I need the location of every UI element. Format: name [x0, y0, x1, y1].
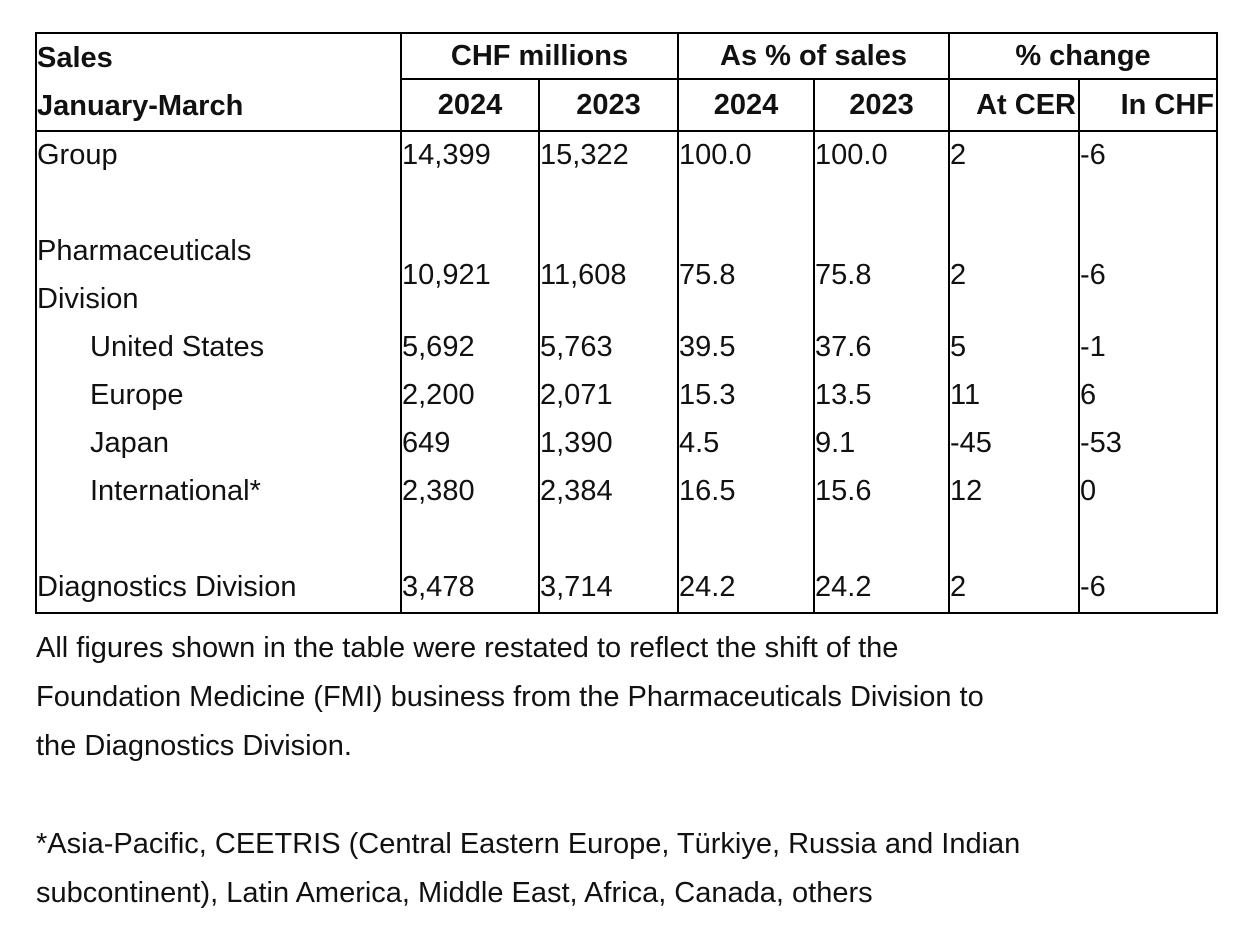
row-label: Pharmaceuticals Division: [35, 227, 401, 323]
header-chf-2023: 2023: [538, 79, 678, 132]
spacer-row: [35, 515, 1217, 563]
cell-change-chf: -53: [1078, 419, 1217, 467]
cell-chf-2024: 2,200: [400, 371, 539, 419]
table-title-line1: Sales: [37, 42, 113, 74]
cell-chf-2023: 5,763: [538, 323, 678, 371]
cell-chf-2023: 15,322: [538, 131, 678, 179]
header-group-row: Sales January-March CHF millions As % of…: [35, 33, 1217, 132]
cell-change-chf: 0: [1078, 467, 1217, 515]
cell-pct-2024: 75.8: [677, 227, 814, 323]
cell-change-chf: 6: [1078, 371, 1217, 419]
cell-change-cer: 2: [948, 227, 1079, 323]
table-row-europe: Europe 2,200 2,071 15.3 13.5 11 6: [35, 371, 1217, 419]
row-label: Diagnostics Division: [35, 563, 401, 613]
table-row-japan: Japan 649 1,390 4.5 9.1 -45 -53: [35, 419, 1217, 467]
note-restatement-line3: the Diagnostics Division.: [36, 730, 352, 762]
row-label: International*: [35, 467, 401, 515]
row-label-line2: Division: [37, 283, 139, 315]
cell-chf-2023: 1,390: [538, 419, 678, 467]
table-row-united-states: United States 5,692 5,763 39.5 37.6 5 -1: [35, 323, 1217, 371]
cell-pct-2023: 75.8: [813, 227, 949, 323]
cell-change-chf: -1: [1078, 323, 1217, 371]
cell-pct-2023: 15.6: [813, 467, 949, 515]
cell-change-cer: 5: [948, 323, 1079, 371]
row-label: Japan: [35, 419, 401, 467]
note-restatement-line2: Foundation Medicine (FMI) business from …: [36, 681, 984, 713]
spacer-row: [35, 179, 1217, 227]
header-in-chf: In CHF: [1078, 79, 1217, 132]
note-restatement-line1: All figures shown in the table were rest…: [36, 632, 899, 664]
cell-change-cer: 12: [948, 467, 1079, 515]
cell-pct-2023: 100.0: [813, 131, 949, 179]
cell-chf-2024: 5,692: [400, 323, 539, 371]
note-international-line1: *Asia-Pacific, CEETRIS (Central Eastern …: [36, 828, 1021, 860]
cell-chf-2023: 2,384: [538, 467, 678, 515]
footnotes: All figures shown in the table were rest…: [36, 624, 1240, 918]
cell-pct-2024: 24.2: [677, 563, 814, 613]
cell-pct-2023: 9.1: [813, 419, 949, 467]
header-chf-2024: 2024: [400, 79, 539, 132]
cell-change-cer: -45: [948, 419, 1079, 467]
sales-table: Sales January-March CHF millions As % of…: [35, 32, 1218, 614]
table-title-cell: Sales January-March: [35, 33, 401, 132]
row-label: Group: [35, 131, 401, 179]
header-pct-2024: 2024: [677, 79, 814, 132]
cell-pct-2024: 100.0: [677, 131, 814, 179]
cell-chf-2024: 649: [400, 419, 539, 467]
cell-chf-2023: 3,714: [538, 563, 678, 613]
cell-pct-2024: 15.3: [677, 371, 814, 419]
cell-pct-2024: 16.5: [677, 467, 814, 515]
header-group-as-pct-of-sales: As % of sales: [677, 33, 949, 81]
cell-chf-2024: 3,478: [400, 563, 539, 613]
table-title-line2: January-March: [37, 90, 244, 122]
cell-chf-2024: 14,399: [400, 131, 539, 179]
cell-chf-2023: 11,608: [538, 227, 678, 323]
header-group-chf-millions: CHF millions: [400, 33, 678, 81]
row-label: Europe: [35, 371, 401, 419]
cell-chf-2023: 2,071: [538, 371, 678, 419]
table-row-international: International* 2,380 2,384 16.5 15.6 12 …: [35, 467, 1217, 515]
cell-change-chf: -6: [1078, 563, 1217, 613]
note-international-definition: *Asia-Pacific, CEETRIS (Central Eastern …: [36, 820, 1240, 918]
cell-change-chf: -6: [1078, 131, 1217, 179]
cell-chf-2024: 2,380: [400, 467, 539, 515]
cell-chf-2024: 10,921: [400, 227, 539, 323]
cell-pct-2023: 13.5: [813, 371, 949, 419]
page: Sales January-March CHF millions As % of…: [0, 32, 1240, 942]
row-label-line1: Pharmaceuticals: [37, 235, 252, 267]
cell-change-chf: -6: [1078, 227, 1217, 323]
note-international-line2: subcontinent), Latin America, Middle Eas…: [36, 877, 873, 909]
cell-change-cer: 2: [948, 563, 1079, 613]
header-pct-2023: 2023: [813, 79, 949, 132]
note-restatement: All figures shown in the table were rest…: [36, 624, 1240, 771]
header-years-row: 2024 2023 2024 2023 At CER In CHF: [36, 79, 1217, 132]
note-gap: [36, 771, 1240, 820]
cell-pct-2024: 39.5: [677, 323, 814, 371]
cell-pct-2024: 4.5: [677, 419, 814, 467]
cell-change-cer: 2: [948, 131, 1079, 179]
header-group-pct-change: % change: [948, 33, 1217, 81]
row-label: United States: [35, 323, 401, 371]
cell-change-cer: 11: [948, 371, 1079, 419]
table-row-group: Group 14,399 15,322 100.0 100.0 2 -6: [35, 131, 1217, 179]
table-row-pharmaceuticals-division: Pharmaceuticals Division 10,921 11,608 7…: [35, 227, 1217, 323]
table-row-diagnostics-division: Diagnostics Division 3,478 3,714 24.2 24…: [35, 563, 1217, 613]
header-at-cer: At CER: [948, 79, 1079, 132]
cell-pct-2023: 24.2: [813, 563, 949, 613]
cell-pct-2023: 37.6: [813, 323, 949, 371]
